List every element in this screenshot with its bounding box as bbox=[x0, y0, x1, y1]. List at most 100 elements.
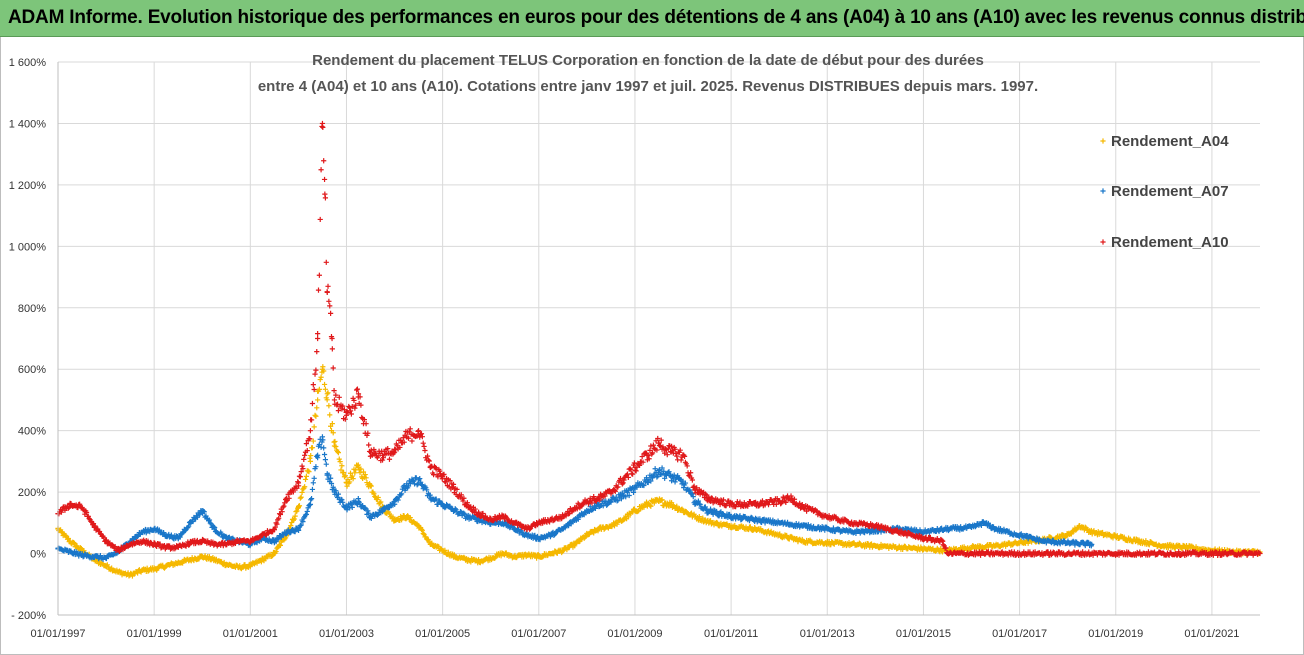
legend-label: Rendement_A07 bbox=[1111, 183, 1229, 200]
data-points bbox=[55, 120, 1263, 579]
data-point bbox=[668, 474, 674, 480]
data-point bbox=[316, 386, 322, 392]
data-point bbox=[662, 475, 668, 481]
data-point bbox=[615, 484, 621, 490]
data-point bbox=[357, 470, 363, 476]
data-point bbox=[67, 501, 73, 507]
data-point bbox=[824, 526, 830, 532]
data-point bbox=[800, 504, 806, 511]
data-point bbox=[91, 523, 97, 529]
data-point bbox=[312, 371, 318, 377]
data-point bbox=[127, 541, 133, 547]
data-point bbox=[848, 520, 854, 526]
data-point bbox=[490, 517, 496, 524]
data-point bbox=[584, 532, 590, 538]
data-point bbox=[1089, 529, 1095, 535]
data-point bbox=[416, 477, 422, 483]
data-point bbox=[294, 508, 300, 514]
data-point bbox=[331, 489, 338, 495]
data-point bbox=[339, 406, 345, 412]
data-point bbox=[800, 523, 806, 529]
data-point bbox=[328, 480, 335, 487]
data-point bbox=[420, 440, 426, 446]
data-point bbox=[788, 495, 794, 501]
data-point bbox=[277, 542, 284, 548]
data-point bbox=[636, 462, 643, 468]
data-point bbox=[1065, 540, 1071, 546]
data-point bbox=[357, 394, 363, 400]
x-tick-label: 01/01/2005 bbox=[415, 628, 470, 640]
data-point bbox=[425, 457, 432, 463]
data-point bbox=[247, 538, 253, 544]
data-point bbox=[362, 471, 368, 478]
data-point bbox=[972, 524, 978, 530]
data-point bbox=[776, 532, 782, 538]
data-point bbox=[308, 417, 315, 423]
data-point bbox=[280, 532, 286, 538]
data-point bbox=[416, 523, 422, 529]
data-point bbox=[67, 549, 73, 555]
data-point bbox=[419, 527, 425, 533]
data-point bbox=[297, 474, 303, 480]
data-point bbox=[337, 458, 343, 465]
x-tick-label: 01/01/2009 bbox=[607, 628, 662, 640]
data-point bbox=[187, 557, 193, 563]
data-point bbox=[347, 479, 353, 485]
data-point bbox=[628, 467, 634, 473]
data-point bbox=[295, 480, 301, 486]
data-point bbox=[692, 514, 698, 520]
x-tick-label: 01/01/2013 bbox=[800, 628, 855, 640]
data-point bbox=[728, 501, 734, 507]
data-point bbox=[476, 511, 482, 517]
data-point bbox=[323, 461, 329, 467]
data-point bbox=[618, 496, 625, 502]
data-point bbox=[530, 535, 536, 541]
data-point bbox=[650, 442, 657, 448]
data-point bbox=[79, 552, 85, 558]
data-point bbox=[293, 509, 299, 515]
data-point bbox=[684, 463, 690, 469]
data-point bbox=[720, 497, 727, 503]
data-point bbox=[536, 520, 542, 526]
data-point bbox=[1077, 523, 1083, 529]
data-point bbox=[425, 537, 432, 543]
data-point bbox=[79, 504, 85, 511]
data-point bbox=[686, 472, 692, 479]
data-point bbox=[668, 443, 675, 449]
data-point bbox=[1176, 549, 1182, 555]
x-tick-label: 01/01/2011 bbox=[704, 628, 758, 640]
data-point bbox=[644, 477, 650, 483]
data-point bbox=[1089, 541, 1095, 547]
data-point bbox=[707, 506, 714, 512]
data-point bbox=[747, 524, 753, 530]
data-point bbox=[306, 469, 312, 475]
data-point bbox=[560, 514, 566, 520]
data-point bbox=[704, 507, 710, 514]
data-point bbox=[343, 412, 350, 418]
data-point bbox=[639, 453, 645, 460]
data-point bbox=[322, 191, 328, 197]
data-point bbox=[269, 553, 275, 559]
data-point bbox=[335, 449, 342, 456]
data-point bbox=[611, 487, 618, 494]
data-point bbox=[646, 456, 652, 462]
data-point bbox=[67, 538, 73, 544]
data-point bbox=[187, 520, 193, 526]
data-point bbox=[332, 438, 338, 445]
data-point bbox=[524, 532, 530, 538]
data-point bbox=[920, 546, 927, 552]
data-point bbox=[410, 477, 416, 484]
data-point bbox=[674, 453, 680, 459]
data-point bbox=[678, 457, 684, 463]
data-point bbox=[632, 486, 638, 492]
data-point bbox=[328, 423, 334, 429]
data-point bbox=[374, 512, 380, 518]
data-point bbox=[328, 475, 334, 481]
data-point bbox=[391, 450, 397, 456]
data-point bbox=[325, 283, 331, 289]
data-point bbox=[303, 511, 309, 517]
data-point bbox=[259, 557, 265, 563]
data-point bbox=[304, 508, 310, 515]
y-tick-label: - 200% bbox=[11, 610, 46, 622]
chart-title-line-1: Rendement du placement TELUS Corporation… bbox=[312, 52, 984, 69]
